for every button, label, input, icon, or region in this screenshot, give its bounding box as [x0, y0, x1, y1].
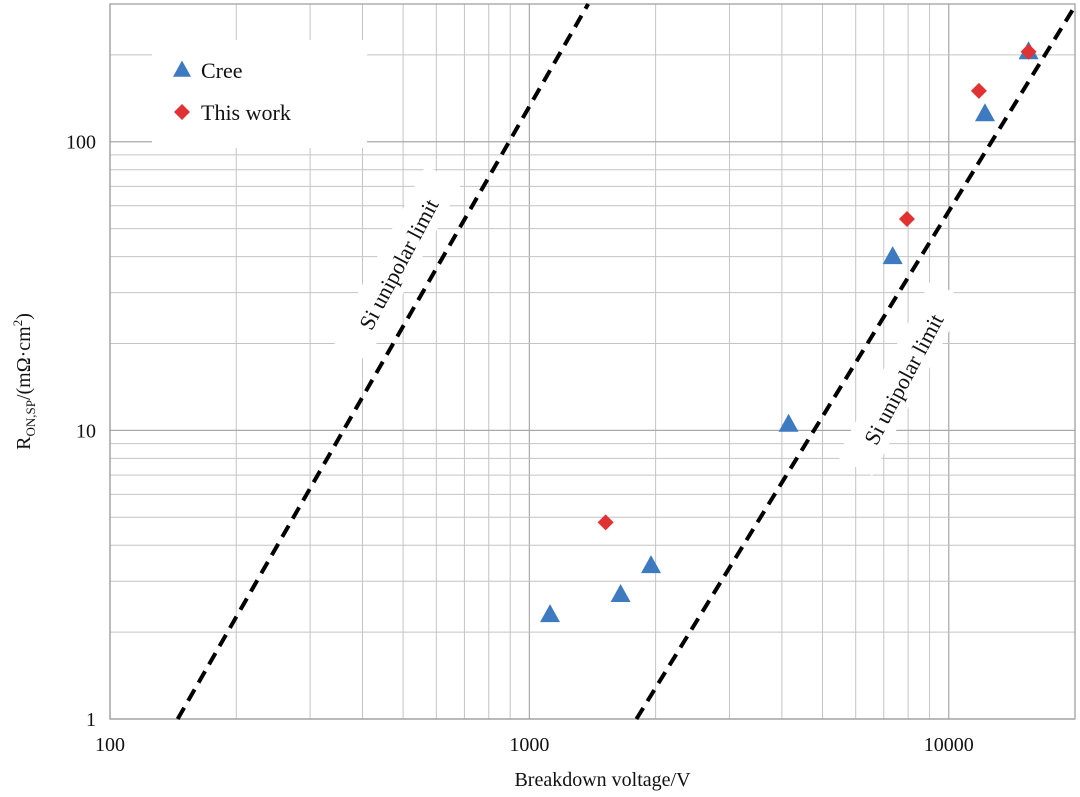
y-axis-title-main: R [13, 436, 35, 450]
x-tick-label: 10000 [924, 734, 974, 756]
cree-point [974, 103, 995, 122]
legend-label-this-work: This work [201, 100, 291, 125]
annotation-label: Si unipolar limit [859, 310, 949, 449]
si-unipolar-limit-line [634, 5, 1077, 721]
cree-point [540, 604, 561, 623]
x-axis-title: Breakdown voltage/V [514, 769, 691, 791]
cree-point [882, 246, 903, 265]
annotation-background [331, 165, 462, 361]
this-work-point [1020, 43, 1037, 60]
cree-point [610, 583, 631, 602]
annotations: Si unipolar limit Si unipolar limit [331, 165, 967, 476]
tick-labels: 100 1000 10000 1 10 100 [66, 132, 974, 756]
annotation-label: Si unipolar limit [354, 195, 444, 334]
cree-point [778, 413, 799, 432]
annotation-background [836, 280, 967, 476]
y-axis-title-close: ) [13, 313, 35, 320]
grid [109, 3, 1076, 720]
x-tick-label: 1000 [509, 734, 549, 756]
y-tick-label: 10 [76, 420, 96, 442]
y-tick-label: 1 [86, 709, 96, 731]
this-work-point [898, 210, 915, 227]
plot-frame [109, 3, 1076, 720]
legend-box [152, 40, 367, 148]
x-tick-label: 100 [95, 734, 125, 756]
legend-marker-this-work [174, 104, 190, 120]
legend: Cree This work [152, 40, 367, 148]
reference-lines [175, 3, 1077, 721]
si-unipolar-limit-annotation: Si unipolar limit [836, 280, 967, 476]
legend-marker-cree [173, 60, 191, 77]
y-tick-label: 100 [66, 132, 96, 154]
si-unipolar-limit-line [175, 3, 590, 720]
cree-point [641, 555, 662, 574]
legend-label-cree: Cree [201, 58, 243, 83]
this-work-point [970, 82, 987, 99]
y-axis-title: RON,SP/(mΩ·cm2) [10, 313, 38, 450]
y-axis-title-superscript: 2 [10, 320, 25, 327]
y-axis-title-units: /(mΩ·cm [13, 326, 35, 400]
axis-titles: Breakdown voltage/V RON,SP/(mΩ·cm2) [10, 313, 691, 791]
this-work-point [597, 514, 614, 531]
y-axis-title-subscript: ON,SP [23, 400, 38, 437]
data-points [540, 41, 1039, 623]
